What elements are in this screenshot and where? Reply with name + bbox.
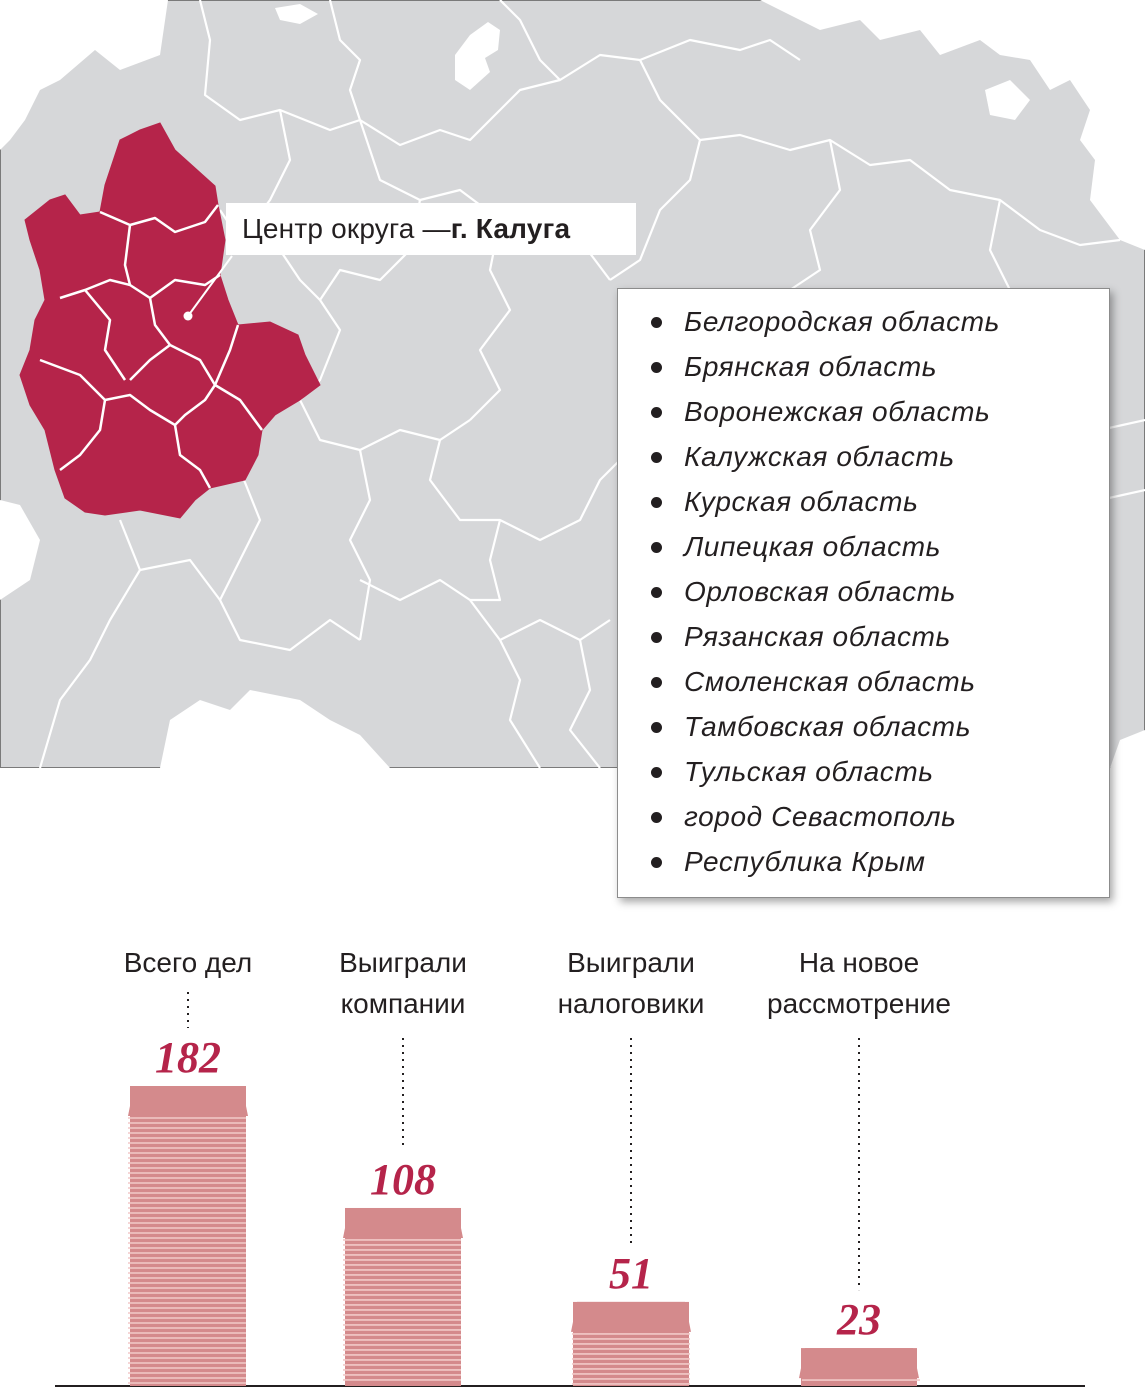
category-label: налоговики — [558, 988, 705, 1019]
district-highlight — [19, 122, 321, 519]
bar-stack — [130, 1086, 246, 1386]
region-item: Брянская область — [618, 344, 1109, 389]
region-item: Рязанская область — [618, 614, 1109, 659]
category-label: рассмотрение — [767, 988, 951, 1019]
bar-value-label: 51 — [609, 1249, 653, 1298]
cases-chart: 182 Всего дел 108 Выиграли компании 51 Выиграл… — [0, 900, 1145, 1394]
category-label: На новое — [799, 947, 919, 978]
callout-city: г. Калуга — [450, 213, 571, 244]
region-item: Калужская область — [618, 434, 1109, 479]
region-item: Курская область — [618, 479, 1109, 524]
callout-pointer — [187, 255, 233, 317]
lake-north — [455, 22, 500, 90]
region-item: Липецкая область — [618, 524, 1109, 569]
region-item: Воронежская область — [618, 389, 1109, 434]
bar-value-label: 23 — [836, 1295, 881, 1344]
lake-northwest — [275, 4, 318, 24]
sea-water — [0, 0, 168, 150]
bar-stack-top — [799, 1348, 919, 1379]
category-label: компании — [341, 988, 466, 1019]
bay-water — [0, 500, 40, 600]
bar-stack-top — [571, 1301, 691, 1332]
bar-stack-top — [343, 1207, 463, 1238]
southern-sea — [160, 690, 390, 768]
region-item: Тамбовская область — [618, 704, 1109, 749]
bar-value-label: 182 — [155, 1033, 221, 1082]
callout-prefix: Центр округа — — [242, 213, 451, 244]
region-item: Смоленская область — [618, 659, 1109, 704]
bar-stack-top — [128, 1086, 248, 1116]
region-item: Орловская область — [618, 569, 1109, 614]
gulf-water — [760, 0, 1145, 250]
bar-value-label: 108 — [370, 1155, 436, 1204]
cases-chart-svg: 182 Всего дел 108 Выиграли компании 51 Выиграл… — [55, 947, 1085, 1387]
region-item: Белгородская область — [618, 299, 1109, 344]
center-callout: Центр округа — г. Калуга — [226, 203, 636, 255]
kaluga-marker — [183, 311, 193, 321]
region-list: Белгородская область Брянская область Во… — [617, 288, 1110, 898]
region-item: Тульская область — [618, 749, 1109, 794]
island-patch — [985, 80, 1030, 120]
category-label: Выиграли — [567, 947, 695, 978]
category-label: Выиграли — [339, 947, 467, 978]
district-inner-borders — [39, 204, 264, 489]
region-item: город Севастополь — [618, 794, 1109, 839]
category-label: Всего дел — [124, 947, 253, 978]
region-item: Республика Крым — [618, 839, 1109, 884]
east-sea — [1110, 730, 1145, 768]
